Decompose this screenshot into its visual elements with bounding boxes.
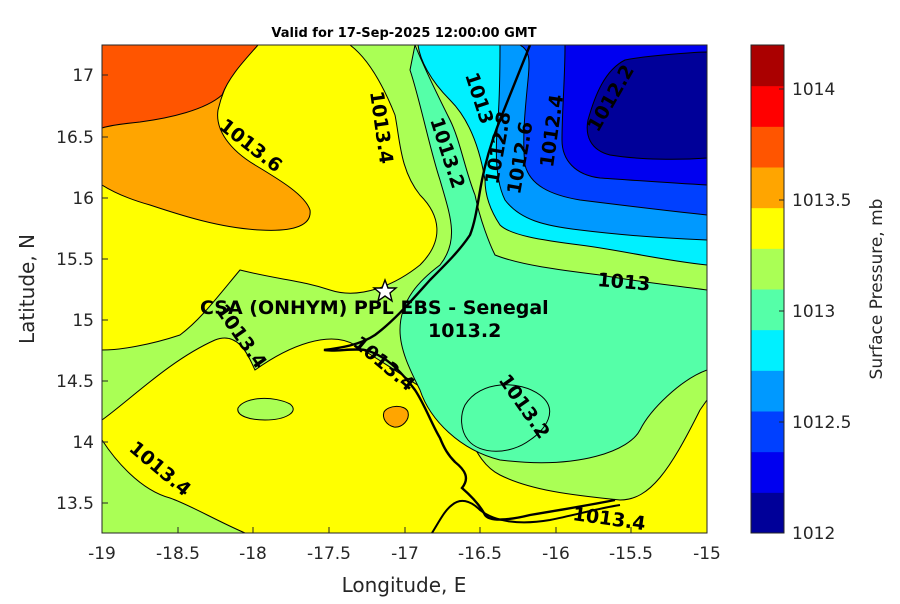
colorbar-segment [751, 289, 784, 331]
colorbar-segment [751, 207, 784, 249]
x-tick-label: -15.5 [609, 544, 653, 564]
x-tick-label: -15 [693, 544, 721, 564]
colorbar-segment [751, 492, 784, 534]
x-tick-label: -17 [391, 544, 419, 564]
contour-label: 1013.2 [428, 320, 501, 342]
colorbar [750, 44, 785, 534]
x-tick-label: -18 [239, 544, 267, 564]
gambia-river [431, 499, 621, 533]
y-tick-label: 14.5 [56, 372, 94, 392]
band-blob-1013-2 [461, 384, 551, 452]
colorbar-segment [751, 329, 784, 371]
colorbar-tick-label: 1012 [792, 524, 835, 544]
y-axis-label: Latitude, N [15, 234, 39, 344]
colorbar-label: Surface Pressure, mb [867, 199, 887, 380]
colorbar-tick-label: 1013 [792, 302, 835, 322]
y-tick-label: 15.5 [56, 250, 94, 270]
colorbar-tick-label: 1014 [792, 80, 835, 100]
x-tick-label: -19 [88, 544, 116, 564]
colorbar-segment [751, 411, 784, 453]
colorbar-segment [751, 167, 784, 209]
y-tick-marks [102, 74, 108, 504]
x-tick-label: -17.5 [307, 544, 351, 564]
colorbar-ticks [779, 88, 784, 534]
y-tick-label: 15 [72, 311, 94, 331]
band-1012-0 [586, 51, 707, 160]
site-label: CSA (ONHYM) PPL EBS - Senegal [200, 297, 549, 319]
x-tick-label: -16.5 [458, 544, 502, 564]
colorbar-segment [751, 248, 784, 290]
band-blob-1013-2-west [237, 398, 294, 421]
contour-label: 1013 [597, 269, 652, 296]
y-tick-label: 16.5 [56, 128, 94, 148]
colorbar-segment [751, 370, 784, 412]
band-1013-4-south [102, 337, 707, 533]
pressure-field [102, 45, 707, 533]
x-tick-label: -16 [542, 544, 570, 564]
site-star-marker [372, 278, 398, 303]
x-tick-label: -18.5 [156, 544, 200, 564]
y-tick-label: 14 [72, 433, 94, 453]
x-axis: -19 -18.5 -18 -17.5 -17 -16.5 -16 -15.5 … [88, 527, 721, 597]
y-tick-label: 16 [72, 189, 94, 209]
colorbar-segment [751, 451, 784, 493]
colorbar-segment [751, 45, 784, 87]
band-blob-1013-6 [383, 405, 409, 428]
colorbar-segment [751, 126, 784, 168]
y-axis: 17 16.5 16 15.5 15 14.5 14 13.5 Latitude… [15, 66, 108, 514]
band-1013-8 [102, 45, 259, 129]
colorbar-segment [751, 85, 784, 127]
colorbar-tick-label: 1013.5 [792, 191, 851, 211]
colorbar-tick-label: 1012.5 [792, 413, 851, 433]
x-axis-label: Longitude, E [342, 573, 467, 597]
x-tick-marks [101, 527, 708, 533]
map-title: Valid for 17-Sep-2025 12:00:00 GMT [271, 26, 536, 41]
colorbar-frame [750, 44, 785, 534]
y-tick-label: 13.5 [56, 494, 94, 514]
y-tick-label: 17 [72, 66, 94, 86]
